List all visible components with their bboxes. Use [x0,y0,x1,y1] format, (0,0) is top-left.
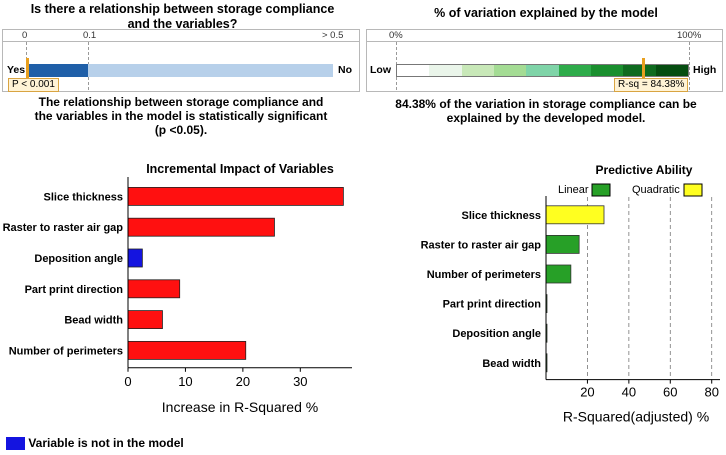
predict-category-label: Deposition angle [452,328,541,340]
rsq-tick-100: 100% [677,30,702,41]
pvalue-tick-05: > 0.5 [322,30,344,41]
predict-x-tick-label: 80 [704,385,718,400]
predict-chart-title: Predictive Ability [596,163,693,177]
impact-bar [127,217,275,237]
rsq-gradient-step [558,65,591,76]
impact-chart-title: Incremental Impact of Variables [146,162,334,176]
predict-x-tick-label: 60 [663,385,677,400]
predict-legend-linear-swatch [591,183,611,197]
pvalue-title-line2: and the variables? [127,17,238,31]
predict-bar-quadratic [545,205,605,225]
predict-x-tick-label: 40 [622,385,636,400]
pvalue-significant-segment [26,64,88,77]
predict-category-label: Raster to raster air gap [421,239,542,251]
rsq-gradient-step [590,65,624,76]
pvalue-nonsignificant-segment [88,64,333,77]
rsq-gradient-step [429,65,462,76]
impact-category-label: Deposition angle [34,253,123,265]
impact-x-tick-label: 0 [124,374,131,389]
rsq-conclusion-line1: 84.38% of the variation in storage compl… [395,97,697,111]
predictive-ability-chart: Predictive Ability Linear Quadratic Slice t… [421,163,720,425]
impact-bar [127,310,163,330]
pvalue-scale-top [3,41,359,42]
impact-bar [127,187,344,206]
pvalue-conclusion-line3: (p <0.05). [154,123,208,137]
incremental-impact-chart: Incremental Impact of Variables Slice thi… [3,162,352,415]
pvalue-marker-label: P < 0.001 [8,78,59,92]
rsq-high-label: High [693,64,717,76]
rsq-scale-top [367,41,722,42]
rsq-marker [642,58,646,81]
predict-category-label: Number of perimeters [427,269,541,281]
pvalue-conclusion-line2: the variables in the model is statistica… [34,109,328,123]
rsq-conclusion-line2: explained by the developed model. [446,111,646,125]
pvalue-conclusion: The relationship between storage complia… [0,95,362,137]
rsq-conclusion: 84.38% of the variation in storage compl… [366,97,726,125]
pvalue-marker [26,58,29,81]
impact-x-tick-label: 20 [236,374,250,389]
impact-bar [127,279,181,299]
not-in-model-legend: Variable is not in the model [6,436,184,451]
impact-bar [127,248,143,268]
predict-category-label: Part print direction [443,299,542,311]
rsq-panel: 0% 100% Low High R-sq = 84.38% [366,29,723,92]
rsq-gradient-bar [396,64,689,77]
pvalue-title-line1: Is there a relationship between storage … [30,2,335,16]
predict-category-label: Slice thickness [462,210,542,222]
predict-legend-quadratic-label: Quadratic [632,184,680,196]
rsq-marker-label: R-sq = 84.38% [614,78,689,92]
pvalue-panel: 0 0.1 > 0.5 Yes No P < 0.001 [2,29,360,92]
impact-bar [127,340,247,360]
predict-x-axis-label: R-Squared(adjusted) % [563,409,709,425]
rsq-low-label: Low [370,64,391,76]
impact-x-tick-label: 10 [178,374,192,389]
predict-bar-linear [545,235,580,254]
pvalue-conclusion-line1: The relationship between storage complia… [38,95,324,109]
impact-category-label: Number of perimeters [9,345,123,357]
impact-category-label: Bead width [64,315,123,327]
pvalue-tick-0: 0 [22,30,28,41]
predict-x-tick-label: 20 [580,385,594,400]
not-in-model-swatch [6,437,25,451]
predict-legend-linear-label: Linear [558,184,589,196]
pvalue-yes-label: Yes [7,64,26,76]
not-in-model-text: Variable is not in the model [28,436,184,450]
pvalue-title: Is there a relationship between storage … [0,2,365,32]
impact-x-tick-label: 30 [293,374,307,389]
rsq-dash-100 [689,42,690,90]
rsq-gradient-step [493,65,527,76]
impact-category-label: Slice thickness [44,191,124,203]
predict-bar-linear [545,264,572,284]
pvalue-no-label: No [338,64,352,76]
impact-category-label: Part print direction [25,284,124,296]
rsq-gradient-step [623,65,656,76]
rsq-tick-0: 0% [389,30,403,41]
rsq-gradient-step [397,65,430,76]
predict-legend-quadratic-swatch [683,183,703,197]
pvalue-tick-01: 0.1 [83,30,97,41]
rsq-title: % of variation explained by the model [434,6,658,20]
rsq-gradient-step [655,65,688,76]
impact-x-axis-label: Increase in R-Squared % [162,399,318,415]
rsq-gradient-step [461,65,494,76]
impact-category-label: Raster to raster air gap [3,222,124,234]
rsq-gradient-step [526,65,559,76]
predict-category-label: Bead width [482,358,541,370]
